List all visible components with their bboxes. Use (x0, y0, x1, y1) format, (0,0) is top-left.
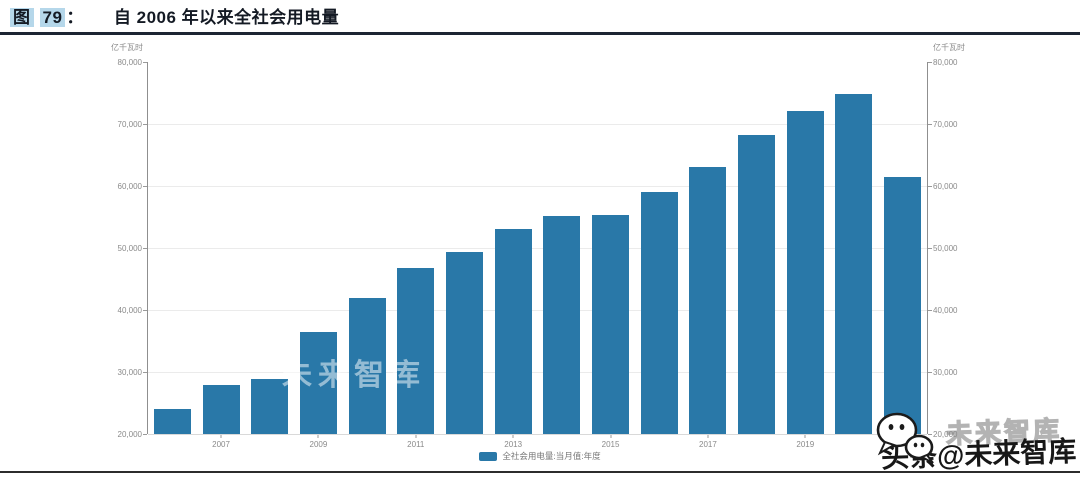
wechat-bubbles-icon (872, 410, 938, 473)
x-axis-label: 2019 (796, 440, 815, 449)
plot-area (148, 62, 927, 434)
bar (494, 228, 532, 434)
y-axis-label: 30,000 (933, 367, 958, 377)
x-axis-label: 2011 (407, 440, 425, 449)
y-axis-tick (928, 186, 932, 187)
y-axis-label: 70,000 (117, 119, 142, 129)
bar (251, 379, 289, 434)
gridline (148, 186, 927, 187)
gridline (148, 310, 927, 311)
x-axis-tick (804, 435, 806, 438)
y-axis-tick (143, 310, 147, 311)
y-axis-tick (928, 434, 932, 435)
y-axis-label: 50,000 (933, 243, 958, 253)
gridline (148, 248, 927, 249)
y-axis-tick (143, 62, 147, 63)
y-axis-tick (928, 310, 932, 311)
bar (153, 409, 191, 434)
y-axis-label: 60,000 (117, 181, 142, 191)
figure-colon: ： (66, 8, 84, 27)
y-axis-label: 40,000 (933, 305, 958, 315)
y-axis-label: 80,000 (117, 57, 142, 67)
bar (348, 298, 386, 434)
y-axis-label: 80,000 (933, 57, 958, 67)
y-axis-unit-right: 亿千瓦时 (933, 43, 965, 52)
x-axis-tick (317, 435, 319, 438)
x-axis-tick (220, 435, 222, 438)
bar (835, 93, 873, 434)
bar (640, 191, 678, 434)
y-axis-tick (143, 186, 147, 187)
y-axis-tick (928, 248, 932, 249)
bar (689, 167, 727, 434)
x-axis-tick (415, 435, 417, 438)
y-axis-line-right (927, 62, 928, 434)
legend-label: 全社会用电量:当月值:年度 (502, 451, 601, 461)
figure-label: 图 (10, 8, 34, 27)
y-axis-tick (143, 248, 147, 249)
y-axis-label: 20,000 (933, 429, 958, 439)
x-axis-label: 2009 (309, 440, 328, 449)
x-axis-label: 2017 (699, 440, 717, 449)
y-axis-tick (928, 62, 932, 63)
title-divider (0, 32, 1080, 35)
y-axis-line-left (147, 62, 148, 434)
gridline (148, 372, 927, 373)
bar (299, 332, 337, 434)
x-axis-label: 2015 (601, 440, 620, 449)
y-axis-label: 20,000 (117, 429, 142, 439)
figure-number: 79 (39, 8, 66, 27)
x-axis-tick (610, 435, 612, 438)
bar (397, 267, 435, 434)
y-axis-tick (143, 372, 147, 373)
y-axis-label: 50,000 (117, 243, 142, 253)
x-axis-tick (707, 435, 709, 438)
legend: 全社会用电量:当月值:年度 (0, 450, 1080, 462)
bar (445, 251, 483, 434)
legend-swatch (479, 451, 498, 461)
x-axis-tick (512, 435, 514, 438)
page-title: 自 2006 年以来全社会用电量 (113, 8, 340, 27)
gridline (148, 124, 927, 125)
x-axis-label: 2007 (212, 440, 230, 449)
y-axis-label: 70,000 (933, 119, 958, 129)
y-axis-tick (143, 124, 147, 125)
bar (738, 135, 776, 434)
bar (884, 176, 922, 434)
x-axis-label: 2013 (504, 440, 523, 449)
bar (202, 385, 240, 434)
bar (786, 110, 824, 434)
x-axis-line (148, 434, 927, 435)
y-axis-tick (143, 434, 147, 435)
y-axis-tick (928, 372, 932, 373)
y-axis-label: 30,000 (117, 367, 142, 377)
y-axis-unit-left: 亿千瓦时 (111, 43, 143, 52)
y-axis-label: 60,000 (933, 181, 958, 191)
y-axis-tick (928, 124, 932, 125)
bar (543, 216, 581, 434)
y-axis-label: 40,000 (117, 305, 142, 315)
figure-caption: 图 79： 自 2006 年以来全社会用电量 (10, 3, 339, 28)
bottom-divider (0, 471, 1080, 473)
bar (592, 214, 630, 434)
